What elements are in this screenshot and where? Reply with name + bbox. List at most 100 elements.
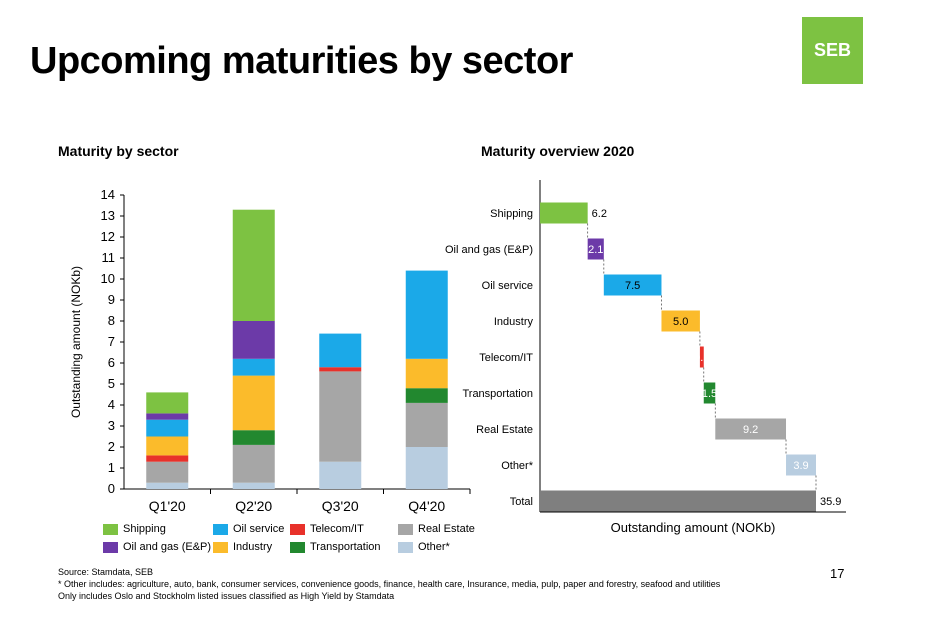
y-tick-label: 9 xyxy=(108,292,115,307)
bar-segment-oil-service xyxy=(405,270,448,359)
legend-item-real-estate: Real Estate xyxy=(398,523,475,535)
bar-segment-transportation xyxy=(232,430,275,445)
y-tick-label: 10 xyxy=(101,271,115,286)
page-number: 17 xyxy=(830,566,845,581)
legend-label: Industry xyxy=(233,541,273,553)
legend-swatch xyxy=(398,523,413,535)
legend-item-other: Other* xyxy=(398,541,450,553)
bar-segment-real-estate xyxy=(232,444,275,483)
legend-item-telecom-it: Telecom/IT xyxy=(290,523,364,535)
waterfall-bar-total xyxy=(540,490,816,512)
bar-segment-real-estate xyxy=(146,461,189,483)
bar-segment-oil-and-gas-e-p xyxy=(232,321,275,359)
category-label: Real Estate xyxy=(476,424,533,436)
data-label: 35.9 xyxy=(820,496,841,508)
legend-label: Oil service xyxy=(233,523,285,535)
bar-segment-industry xyxy=(146,436,189,456)
y-tick-label: 8 xyxy=(108,313,115,328)
legend-swatch xyxy=(213,541,228,553)
bar-segment-transportation xyxy=(405,388,448,403)
legend-swatch xyxy=(290,541,305,553)
legend-item-industry: Industry xyxy=(213,541,272,553)
legend-label: Real Estate xyxy=(418,523,475,535)
waterfall-bar-telecom-it xyxy=(699,346,704,368)
category-label: Total xyxy=(510,496,533,508)
y-tick-label: 2 xyxy=(108,439,115,454)
bar-segment-other xyxy=(405,447,448,489)
legend-swatch xyxy=(103,523,118,535)
y-tick-label: 3 xyxy=(108,418,115,433)
footer-other-note: * Other includes: agriculture, auto, ban… xyxy=(58,579,721,589)
category-label: Oil service xyxy=(482,280,533,292)
y-tick-label: 0 xyxy=(108,481,115,496)
legend-item-transportation: Transportation xyxy=(290,541,381,553)
data-label: 0.5 xyxy=(694,352,709,364)
y-tick-label: 11 xyxy=(102,250,116,265)
bar-segment-telecom-it xyxy=(319,367,362,372)
data-label: 5.0 xyxy=(673,316,688,328)
seb-logo: SEB xyxy=(802,17,863,84)
legend-label: Other* xyxy=(418,541,450,553)
y-tick-label: 6 xyxy=(108,355,115,370)
bar-segment-oil-service xyxy=(146,419,189,437)
waterfall-chart: Shipping 6.2 Oil and gas (E&P) 2.1 Oil servi… xyxy=(445,180,846,535)
bar-segment-oil-service xyxy=(232,358,275,376)
legend-label: Transportation xyxy=(310,541,381,553)
waterfall-bar-oil-service xyxy=(603,274,662,296)
legend-swatch xyxy=(213,523,228,535)
waterfall-bar-other xyxy=(786,454,816,476)
x-axis-label: Outstanding amount (NOKb) xyxy=(611,520,776,535)
category-label: Oil and gas (E&P) xyxy=(445,244,533,256)
left-chart-title: Maturity by sector xyxy=(58,143,179,159)
x-tick-label: Q3'20 xyxy=(322,498,359,514)
bar-segment-industry xyxy=(232,375,275,431)
bar-segment-other xyxy=(146,482,189,489)
category-label: Shipping xyxy=(490,208,533,220)
category-label: Other* xyxy=(501,460,534,472)
y-tick-label: 5 xyxy=(108,376,115,391)
bar-segment-shipping xyxy=(146,392,189,414)
y-tick-label: 14 xyxy=(101,187,115,202)
bar-segment-other xyxy=(232,482,275,489)
data-label: 9.2 xyxy=(743,424,758,436)
data-label: 2.1 xyxy=(588,244,603,256)
bar-segment-industry xyxy=(405,358,448,389)
bar-segment-oil-service xyxy=(319,333,362,368)
y-tick-label: 13 xyxy=(101,208,115,223)
bar-segment-oil-and-gas-e-p xyxy=(146,413,189,420)
waterfall-bar-shipping xyxy=(540,202,588,224)
legend-swatch xyxy=(398,541,413,553)
bar-segment-real-estate xyxy=(405,402,448,447)
legend-swatch xyxy=(103,541,118,553)
legend-item-oil-and-gas-e-p: Oil and gas (E&P) xyxy=(103,541,211,553)
legend-label: Oil and gas (E&P) xyxy=(123,541,212,553)
y-axis-label: Outstanding amount (NOKb) xyxy=(69,266,83,418)
data-label: 3.9 xyxy=(793,460,808,472)
waterfall-bar-industry xyxy=(661,310,700,332)
waterfall-bar-oil-and-gas-e-p xyxy=(587,238,604,260)
category-label: Telecom/IT xyxy=(479,352,533,364)
y-tick-label: 4 xyxy=(108,397,115,412)
y-tick-label: 1 xyxy=(108,460,115,475)
legend-label: Telecom/IT xyxy=(310,523,364,535)
bar-segment-shipping xyxy=(232,209,275,321)
footer-scope-note: Only includes Oslo and Stockholm listed … xyxy=(58,591,395,601)
x-tick-label: Q1'20 xyxy=(149,498,186,514)
footer-source: Source: Stamdata, SEB xyxy=(58,567,154,577)
page-title: Upcoming maturities by sector xyxy=(30,40,573,82)
bar-segment-real-estate xyxy=(319,371,362,462)
legend-label: Shipping xyxy=(123,523,166,535)
y-tick-label: 12 xyxy=(101,229,115,244)
x-tick-label: Q2'20 xyxy=(235,498,272,514)
data-label: 1.5 xyxy=(702,388,717,400)
data-label: 6.2 xyxy=(592,208,607,220)
waterfall-bar-real-estate xyxy=(715,418,787,440)
legend-item-shipping: Shipping xyxy=(103,523,166,535)
x-tick-label: Q4'20 xyxy=(408,498,445,514)
legend-swatch xyxy=(290,523,305,535)
bar-segment-telecom-it xyxy=(146,455,189,462)
right-chart-title: Maturity overview 2020 xyxy=(481,143,635,159)
legend-item-oil-service: Oil service xyxy=(213,523,284,535)
